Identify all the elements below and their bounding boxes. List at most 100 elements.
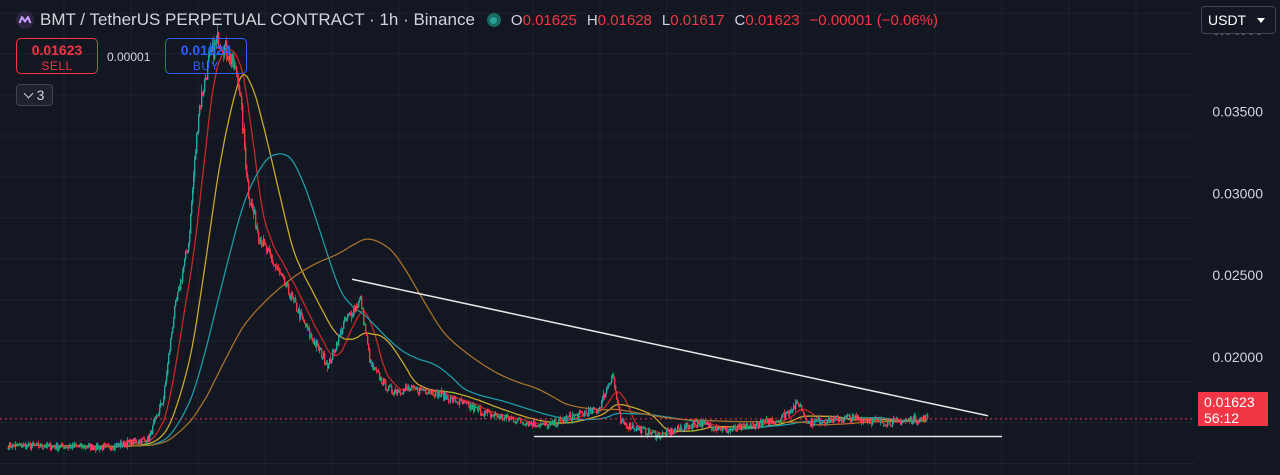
candle [325, 363, 327, 365]
candle [873, 418, 875, 421]
candle [757, 422, 759, 424]
candle [828, 416, 830, 421]
indicators-toggle-button[interactable]: 3 [16, 84, 53, 106]
candle [296, 302, 298, 312]
candle [776, 420, 778, 422]
sell-label: SELL [41, 59, 73, 73]
candle [692, 424, 694, 429]
candle [521, 421, 523, 423]
candle [905, 419, 907, 421]
candle [365, 323, 367, 334]
candle [64, 447, 66, 449]
candle [571, 418, 573, 421]
candle [919, 419, 921, 423]
candle [515, 422, 517, 423]
candle [618, 403, 620, 408]
candle [26, 444, 28, 449]
candle [201, 92, 203, 107]
candle [518, 417, 520, 420]
candle [152, 425, 154, 435]
candle [60, 445, 62, 448]
candle [455, 397, 457, 403]
candle [797, 401, 799, 404]
candle [222, 50, 224, 53]
candle [394, 390, 396, 394]
candle [205, 78, 207, 80]
candle [612, 374, 614, 378]
candle [185, 251, 187, 259]
candle [443, 392, 445, 401]
candle [318, 343, 320, 351]
candle [669, 430, 671, 432]
candle [432, 389, 434, 395]
candle [240, 94, 242, 97]
candle [754, 424, 756, 429]
candle [327, 362, 329, 369]
candle [907, 419, 909, 421]
candle [244, 128, 246, 148]
buy-button[interactable]: 0.01624 BUY [165, 38, 247, 74]
candle [403, 388, 405, 394]
candle [200, 105, 202, 107]
candle [101, 446, 103, 448]
candle [620, 412, 622, 423]
symbol-title[interactable]: BMT / TetherUS PERPETUAL CONTRACT · 1h ·… [40, 10, 475, 29]
candle [652, 431, 654, 434]
candle [554, 419, 556, 426]
candle [377, 371, 379, 372]
candle [529, 421, 531, 426]
candle [30, 443, 32, 449]
candle [211, 49, 213, 52]
candle [123, 441, 125, 446]
candle [310, 333, 312, 337]
candle [360, 296, 362, 300]
candle [419, 387, 421, 394]
candle [271, 256, 273, 260]
candle [155, 416, 157, 419]
candle [576, 414, 578, 415]
candle [684, 424, 686, 430]
candle [793, 405, 795, 410]
candle [825, 422, 827, 425]
candle [130, 439, 132, 447]
candle [740, 424, 742, 431]
candle [666, 429, 668, 436]
candle [772, 419, 774, 424]
candle [277, 268, 279, 270]
candle [447, 395, 449, 399]
sell-button[interactable]: 0.01623 SELL [16, 38, 98, 74]
candle [789, 413, 791, 415]
candle [623, 419, 625, 423]
candle [459, 399, 461, 405]
candle [758, 423, 760, 428]
candle [641, 427, 643, 434]
candle [564, 417, 566, 420]
candle [122, 445, 124, 447]
candle [293, 297, 295, 300]
candle [790, 410, 792, 414]
candle [275, 266, 277, 268]
candle [492, 414, 494, 416]
candle [398, 389, 400, 392]
candle [347, 315, 349, 320]
candle [348, 314, 350, 316]
candle [926, 414, 928, 416]
candle [163, 398, 165, 404]
candle [386, 389, 388, 391]
candle [815, 420, 817, 421]
candle [52, 445, 54, 448]
candle [916, 421, 918, 424]
high-key: H [586, 11, 598, 29]
candle [520, 419, 522, 422]
chevron-down-icon [23, 88, 34, 98]
candle [439, 391, 441, 396]
candle [542, 422, 544, 425]
candle [415, 387, 417, 389]
candle [495, 413, 497, 416]
currency-select[interactable]: USDT [1201, 6, 1276, 34]
candle [314, 341, 316, 344]
candle [80, 443, 82, 446]
candle [470, 405, 472, 409]
candle [321, 348, 323, 358]
